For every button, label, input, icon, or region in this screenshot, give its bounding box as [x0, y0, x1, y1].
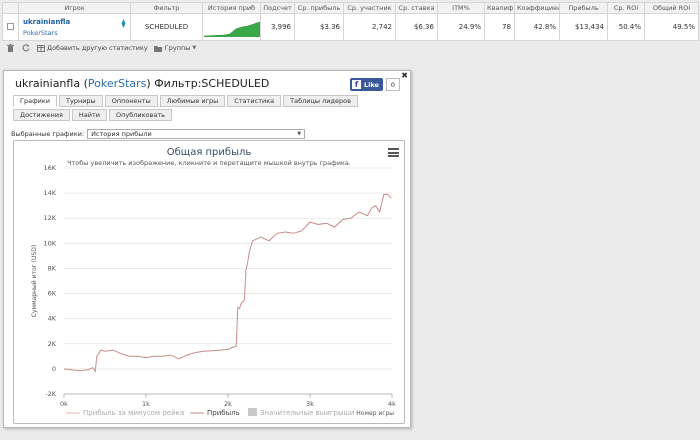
groups-button[interactable]: Группы ▼ — [154, 44, 196, 53]
avg-stake-cell: $6.36 — [395, 13, 438, 41]
y-tick-label: 8K — [48, 264, 57, 272]
tab-statistics[interactable]: Статистика — [227, 95, 282, 107]
trash-icon[interactable] — [6, 44, 15, 53]
profit-cell: $13,434 — [559, 13, 608, 41]
y-tick-label: 0 — [52, 365, 56, 373]
header-avg-stake[interactable]: Ср. ставка — [395, 2, 438, 14]
panel-title-filter: Фильтр:SCHEDULED — [154, 77, 270, 90]
add-stat-button[interactable]: Добавить другую статистику — [36, 44, 148, 53]
avg-entrants-cell: 2,742 — [343, 13, 396, 41]
header-select — [2, 2, 19, 14]
facebook-like-button[interactable]: f Like — [350, 78, 383, 91]
player-cell: ukrainianfla PokerStars — [18, 13, 131, 41]
stats-header-row: Игрок Фильтр История приб Подсчет Ср. пр… — [2, 2, 699, 14]
header-profit[interactable]: Прибыль — [559, 2, 608, 14]
profit-sparkline — [203, 21, 260, 37]
header-avg-entrants[interactable]: Ср. участник — [343, 2, 396, 14]
header-count[interactable]: Подсчет — [260, 2, 295, 14]
row-checkbox[interactable] — [7, 22, 14, 30]
stats-table: Игрок Фильтр История приб Подсчет Ср. пр… — [2, 2, 699, 41]
panel-title-room[interactable]: PokerStars — [87, 77, 147, 90]
header-profit-history[interactable]: История приб — [202, 2, 261, 14]
chart-selector[interactable]: История прибыли ▼ — [87, 129, 306, 139]
y-tick-label: 12K — [43, 214, 56, 222]
folder-icon — [154, 44, 163, 53]
chart-selector-row: Выбранные графики: История прибыли ▼ — [11, 129, 306, 139]
filter-cell: SCHEDULED — [130, 13, 203, 41]
chart-container[interactable]: Общая прибыль Чтобы увеличить изображение… — [13, 140, 405, 424]
chart-selector-label: Выбранные графики: — [11, 130, 85, 138]
header-total-roi[interactable]: Общий ROI — [644, 2, 699, 14]
header-avg-profit[interactable]: Ср. прибыль — [294, 2, 344, 14]
chart-subtitle: Чтобы увеличить изображение, кликните и … — [67, 159, 351, 167]
tab-opponents[interactable]: Оппоненты — [104, 95, 158, 107]
table-row: ukrainianfla PokerStars SCHEDULED 3,996 … — [2, 13, 699, 41]
player-panel: ✖ ukrainianfla (PokerStars) Фильтр:SCHED… — [3, 70, 411, 428]
profit-series-line — [63, 193, 392, 373]
y-tick-label: 10K — [43, 239, 56, 247]
groups-label: Группы — [164, 44, 191, 52]
header-filter[interactable]: Фильтр — [130, 2, 203, 14]
avg-roi-cell: 50.4% — [607, 13, 645, 41]
itm-cell: 24.9% — [437, 13, 485, 41]
header-qualif[interactable]: Квалиф — [484, 2, 515, 14]
legend-profit-label: Прибыль — [207, 409, 240, 417]
refresh-icon[interactable] — [21, 44, 30, 53]
facebook-like-count: 0 — [385, 78, 400, 91]
row-checkbox-cell — [2, 13, 19, 41]
chart-title: Общая прибыль — [167, 147, 252, 158]
count-cell: 3,996 — [260, 13, 295, 41]
x-tick-label: 0k — [60, 400, 68, 408]
header-coef[interactable]: Коэффициен — [514, 2, 560, 14]
y-tick-label: -2K — [45, 390, 56, 398]
facebook-like-widget: f Like 0 — [350, 78, 400, 91]
table-toolbar: Добавить другую статистику Группы ▼ — [6, 42, 196, 54]
y-tick-label: 2K — [48, 340, 57, 348]
facebook-like-label: Like — [364, 80, 379, 89]
close-icon[interactable]: ✖ — [401, 71, 408, 80]
legend-bigwins-label: Значительные выигрыши — [260, 409, 354, 417]
header-avg-roi[interactable]: Ср. ROI — [607, 2, 645, 14]
y-axis-title: Суммарный итог (USD) — [31, 245, 38, 317]
tab-charts[interactable]: Графики — [13, 95, 58, 107]
facebook-icon: f — [352, 80, 361, 89]
coef-cell: 42.8% — [514, 13, 560, 41]
player-name-link[interactable]: ukrainianfla — [23, 17, 71, 26]
table-icon — [36, 44, 45, 53]
y-tick-label: 6K — [48, 290, 57, 298]
chart-selector-value: История прибыли — [91, 130, 152, 138]
tab-tournaments[interactable]: Турниры — [59, 95, 103, 107]
panel-title-player: ukrainianfla — [15, 77, 81, 90]
x-tick-label: 2k — [224, 400, 232, 408]
sparkline-cell — [202, 13, 261, 41]
panel-title: ukrainianfla (PokerStars) Фильтр:SCHEDUL… — [15, 77, 270, 90]
player-room-link[interactable]: PokerStars — [23, 28, 58, 37]
avg-profit-cell: $3.36 — [294, 13, 344, 41]
x-tick-label: 4k — [388, 400, 396, 408]
legend-rake-label: Прибыль за минусом рейка — [83, 409, 184, 417]
tab-favorite-games[interactable]: Любимые игры — [159, 95, 226, 107]
chart-menu-icon[interactable] — [388, 148, 399, 157]
add-stat-label: Добавить другую статистику — [47, 44, 148, 52]
panel-tabs: Графики Турниры Оппоненты Любимые игры С… — [13, 95, 405, 121]
header-itm[interactable]: ITM% — [437, 2, 485, 14]
total-roi-cell: 49.5% — [644, 13, 699, 41]
x-tick-label: 1k — [142, 400, 150, 408]
tab-achievements[interactable]: Достижения — [13, 109, 70, 121]
x-tick-label: 3k — [306, 400, 314, 408]
tab-leaderboards[interactable]: Таблицы лидеров — [283, 95, 358, 107]
x-axis-title: Номер игры — [356, 410, 394, 417]
y-tick-label: 4K — [48, 315, 57, 323]
chevron-down-icon: ▼ — [297, 131, 302, 137]
tab-publish[interactable]: Опубликовать — [109, 109, 172, 121]
legend-bigwins-swatch — [248, 408, 257, 416]
y-tick-label: 16K — [43, 164, 56, 172]
chevron-down-icon: ▼ — [192, 45, 197, 51]
tab-find[interactable]: Найти — [71, 109, 107, 121]
pokerstars-icon — [121, 19, 126, 28]
header-player[interactable]: Игрок — [18, 2, 131, 14]
qualif-cell: 78 — [484, 13, 515, 41]
y-tick-label: 14K — [43, 189, 56, 197]
